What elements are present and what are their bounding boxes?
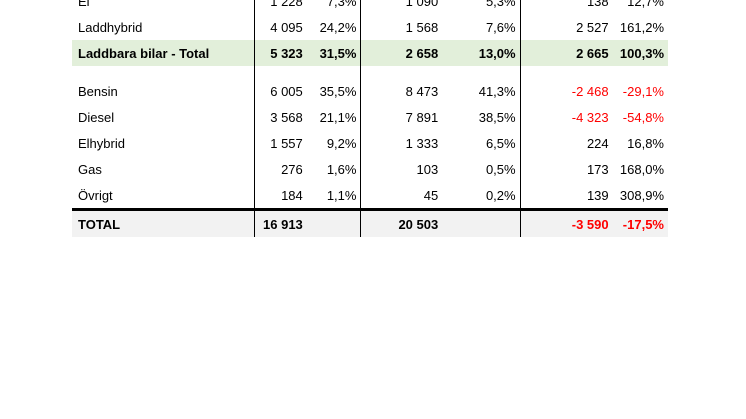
subtotal-row: Laddbara bilar - Total 5 323 31,5% 2 658… <box>72 40 668 66</box>
share-cell: 0,5% <box>442 156 521 182</box>
value-cell: 7 891 <box>405 109 439 125</box>
row-label: Gas <box>72 156 256 182</box>
value-cell: 20 503 <box>360 208 443 237</box>
share-cell: 38,5% <box>442 104 521 130</box>
change-pct-cell: 100,3% <box>612 40 668 66</box>
change-pct-cell: 16,8% <box>627 135 664 151</box>
change-pct-cell: -54,8% <box>622 109 664 125</box>
diff-cell: 173 <box>586 161 609 177</box>
value-cell: 1 568 <box>405 19 439 35</box>
table-row: Laddhybrid 4 095 24,2% 1 568 7,6% 2 527 … <box>72 14 668 40</box>
row-label: Övrigt <box>72 182 256 210</box>
value-cell: 3 568 <box>270 109 303 125</box>
share-cell: 1,6% <box>306 156 362 182</box>
diff-cell: -4 323 <box>571 109 609 125</box>
value-cell: 1 557 <box>270 135 303 151</box>
share-cell: 9,2% <box>306 130 362 156</box>
share-cell: 13,0% <box>442 40 521 66</box>
spacer-row <box>72 66 668 78</box>
value-cell: 103 <box>416 161 439 177</box>
registration-table: El 1 228 7,3% 1 090 5,3% 138 12,7% Laddh… <box>72 0 668 237</box>
registration-table-container: El 1 228 7,3% 1 090 5,3% 138 12,7% Laddh… <box>72 0 668 237</box>
total-label: TOTAL <box>72 208 256 237</box>
table-row: Gas 276 1,6% 103 0,5% 173 168,0% <box>72 156 668 182</box>
subtotal-label: Laddbara bilar - Total <box>72 40 256 66</box>
row-label: Elhybrid <box>72 130 256 156</box>
share-cell: 6,5% <box>442 130 521 156</box>
row-label: Laddhybrid <box>72 14 256 40</box>
diff-cell: 139 <box>586 187 609 203</box>
table-row: Bensin 6 005 35,5% 8 473 41,3% -2 468 -2… <box>72 78 668 104</box>
change-pct-cell: 308,9% <box>619 187 664 203</box>
share-cell <box>442 208 521 237</box>
diff-cell: -2 468 <box>571 83 609 99</box>
share-cell: 21,1% <box>306 104 362 130</box>
share-cell: 0,2% <box>442 182 521 210</box>
table-row: Diesel 3 568 21,1% 7 891 38,5% -4 323 -5… <box>72 104 668 130</box>
diff-cell: 2 527 <box>576 19 609 35</box>
row-label: Bensin <box>72 78 256 104</box>
value-cell: 184 <box>281 187 303 203</box>
share-cell: 24,2% <box>306 14 362 40</box>
table-row: Elhybrid 1 557 9,2% 1 333 6,5% 224 16,8% <box>72 130 668 156</box>
change-pct-cell: 168,0% <box>619 161 664 177</box>
value-cell: 5 323 <box>254 40 307 66</box>
diff-cell: 2 665 <box>520 40 613 66</box>
change-pct-cell: -29,1% <box>622 83 664 99</box>
value-cell: 1 228 <box>270 0 303 9</box>
value-cell: 45 <box>423 187 439 203</box>
value-cell: 8 473 <box>405 83 439 99</box>
value-cell: 1 090 <box>405 0 439 9</box>
row-label: Diesel <box>72 104 256 130</box>
share-cell <box>306 208 362 237</box>
value-cell: 1 333 <box>405 135 439 151</box>
diff-cell: -3 590 <box>520 208 613 237</box>
share-cell: 5,3% <box>442 0 521 14</box>
value-cell: 6 005 <box>270 83 303 99</box>
share-cell: 7,3% <box>306 0 362 14</box>
share-cell: 41,3% <box>442 78 521 104</box>
share-cell: 35,5% <box>306 78 362 104</box>
share-cell: 31,5% <box>306 40 362 66</box>
row-label: El <box>72 0 256 14</box>
diff-cell: 224 <box>586 135 609 151</box>
value-cell: 16 913 <box>254 208 307 237</box>
diff-cell: 138 <box>586 0 609 9</box>
change-pct-cell: 12,7% <box>627 0 664 9</box>
table-row: Övrigt 184 1,1% 45 0,2% 139 308,9% <box>72 182 668 210</box>
change-pct-cell: 161,2% <box>619 19 664 35</box>
total-row: TOTAL 16 913 20 503 -3 590 -17,5% <box>72 208 668 237</box>
share-cell: 7,6% <box>442 14 521 40</box>
value-cell: 276 <box>281 161 303 177</box>
change-pct-cell: -17,5% <box>612 208 668 237</box>
value-cell: 4 095 <box>270 19 303 35</box>
share-cell: 1,1% <box>306 182 362 210</box>
table-row: El 1 228 7,3% 1 090 5,3% 138 12,7% <box>72 0 668 14</box>
value-cell: 2 658 <box>360 40 443 66</box>
